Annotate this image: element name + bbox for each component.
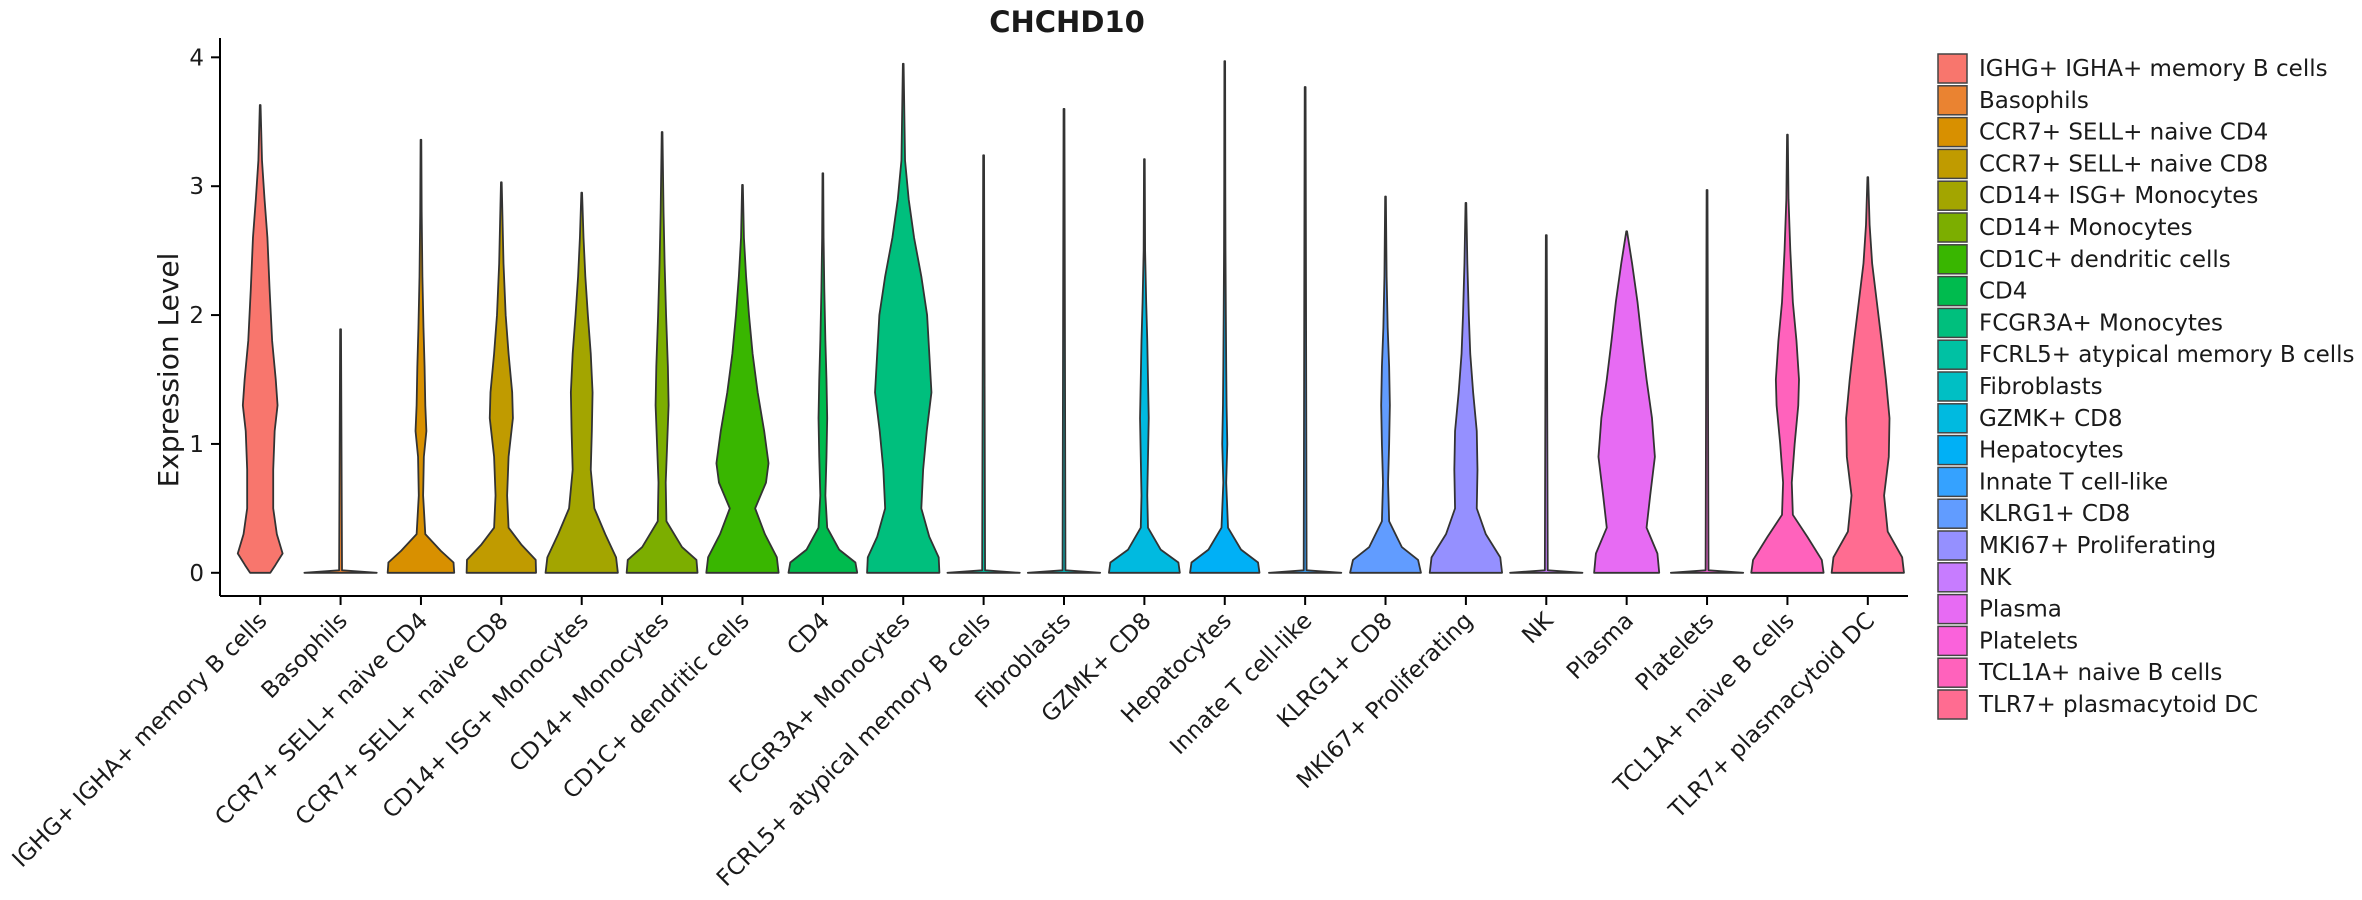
violin-7 — [705, 184, 780, 574]
violin-16 — [1428, 202, 1503, 574]
legend-label: MKI67+ Proliferating — [1979, 533, 2216, 559]
legend-key — [1937, 657, 1968, 688]
legend-label: IGHG+ IGHA+ memory B cells — [1979, 56, 2328, 82]
legend-label: CD1C+ dendritic cells — [1979, 247, 2231, 273]
x-axis-ticks: IGHG+ IGHA+ memory B cellsBasophilsCCR7+… — [8, 596, 1880, 892]
legend-label: Basophils — [1979, 88, 2089, 114]
legend-label: GZMK+ CD8 — [1979, 406, 2123, 432]
x-tick-label: Plasma — [1562, 608, 1639, 685]
legend-key — [1937, 339, 1968, 370]
y-axis-ticks: 0 1 2 3 4 — [189, 45, 220, 587]
legend-label: CD4 — [1979, 279, 2027, 305]
y-tick-label: 1 — [189, 432, 204, 458]
violin-18 — [1593, 230, 1661, 574]
y-tick-label: 4 — [189, 45, 204, 71]
violin-9 — [866, 62, 941, 574]
legend-label: Platelets — [1979, 628, 2078, 654]
y-tick-label: 0 — [189, 561, 204, 587]
violin-15 — [1349, 195, 1422, 574]
violin-12 — [1108, 158, 1181, 574]
x-tick-label: IGHG+ IGHA+ memory B cells — [8, 608, 273, 873]
violin-11 — [1026, 107, 1102, 574]
legend-label: Hepatocytes — [1979, 438, 2124, 464]
violin-3 — [386, 138, 456, 574]
legend-label: TCL1A+ naive B cells — [1978, 660, 2222, 686]
legend-key — [1937, 625, 1968, 657]
legend-key — [1937, 307, 1968, 339]
legend-label: CCR7+ SELL+ naive CD8 — [1979, 151, 2268, 177]
legend-key — [1937, 116, 1968, 148]
legend-key — [1937, 498, 1968, 529]
violins-layer — [236, 60, 1905, 574]
legend-key — [1937, 275, 1968, 307]
legend-key — [1937, 434, 1968, 466]
legend-key — [1937, 530, 1968, 561]
violin-2 — [303, 328, 378, 574]
legend-label: CD14+ Monocytes — [1979, 215, 2193, 241]
violin-14 — [1268, 86, 1343, 574]
violin-21 — [1830, 176, 1905, 574]
legend-label: Fibroblasts — [1979, 374, 2103, 400]
legend-label: KLRG1+ CD8 — [1979, 501, 2130, 527]
legend-key — [1937, 562, 1968, 593]
legend-key — [1937, 403, 1968, 434]
legend-key — [1937, 244, 1968, 275]
legend-key — [1937, 148, 1968, 180]
violin-13 — [1189, 60, 1261, 574]
violin-8 — [787, 172, 859, 574]
legend: IGHG+ IGHA+ memory B cells Basophils CCR7+… — [1937, 53, 2355, 720]
violin-6 — [625, 131, 699, 574]
x-tick-label: Innate T cell-like — [1165, 608, 1317, 760]
legend-label: Innate T cell-like — [1979, 469, 2168, 495]
legend-key — [1937, 689, 1968, 720]
legend-label: FCGR3A+ Monocytes — [1979, 310, 2223, 336]
legend-key — [1937, 85, 1968, 116]
legend-label: CD14+ ISG+ Monocytes — [1979, 183, 2258, 209]
violin-20 — [1750, 133, 1825, 574]
x-tick-label: CD4 — [782, 608, 835, 661]
legend-key — [1937, 371, 1968, 402]
x-tick-label: CD14+ Monocytes — [505, 608, 674, 777]
y-tick-label: 2 — [189, 303, 204, 329]
legend-key — [1937, 466, 1968, 498]
legend-label: FCRL5+ atypical memory B cells — [1979, 342, 2355, 368]
violin-10 — [946, 154, 1021, 574]
legend-label: NK — [1979, 565, 2012, 591]
violin-1 — [236, 104, 284, 574]
violin-19 — [1669, 189, 1745, 574]
legend-key — [1937, 593, 1968, 625]
violin-4 — [465, 181, 537, 574]
legend-label: TLR7+ plasmacytoid DC — [1978, 692, 2258, 718]
legend-key — [1937, 180, 1968, 211]
y-axis-title: Expression Level — [152, 253, 185, 488]
legend-key — [1937, 53, 1968, 84]
violin-17 — [1509, 234, 1584, 574]
violin-5 — [544, 191, 619, 574]
legend-label: Plasma — [1979, 597, 2062, 623]
legend-key — [1937, 212, 1968, 243]
y-tick-label: 3 — [189, 174, 204, 200]
x-tick-label: NK — [1517, 607, 1559, 649]
legend-label: CCR7+ SELL+ naive CD4 — [1979, 120, 2268, 146]
chart-title: CHCHD10 — [989, 5, 1145, 39]
